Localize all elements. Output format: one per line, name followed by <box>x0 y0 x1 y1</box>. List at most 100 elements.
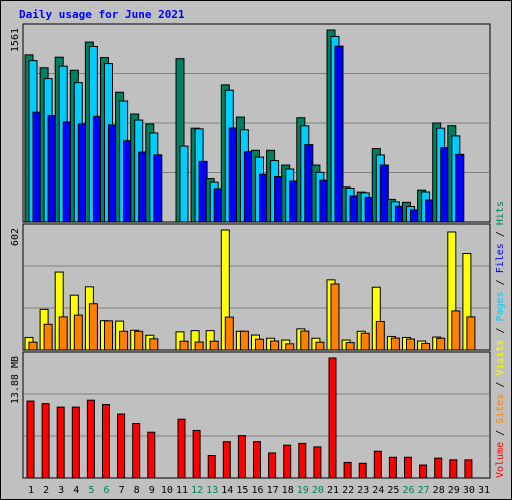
bar-sites-day-7 <box>119 330 129 351</box>
bar-pages-day-29 <box>455 153 465 223</box>
bar-sites-day-8 <box>134 330 144 351</box>
day-label-2: 2 <box>43 485 49 496</box>
bar-volume-day-26 <box>404 456 412 479</box>
bar-volume-day-17 <box>268 452 277 479</box>
bar-volume-day-14 <box>222 441 231 479</box>
bar-volume-day-24 <box>373 450 382 479</box>
day-label-29: 29 <box>448 485 460 496</box>
day-label-27: 27 <box>418 485 430 496</box>
bar-sites-day-29 <box>451 310 461 351</box>
day-label-17: 17 <box>267 485 279 496</box>
legend-separator: / <box>495 225 506 243</box>
bar-sites-day-28 <box>436 337 446 351</box>
day-label-28: 28 <box>433 485 445 496</box>
legend-item-sites: Sites <box>495 394 506 424</box>
day-label-19: 19 <box>297 485 309 496</box>
bar-volume-day-2 <box>41 403 50 479</box>
legend-separator: / <box>495 424 506 442</box>
bar-volume-day-7 <box>117 413 126 479</box>
legend-item-hits: Hits <box>495 201 506 225</box>
bar-volume-day-27 <box>419 464 428 479</box>
day-label-22: 22 <box>342 485 354 496</box>
bar-sites-day-1 <box>28 341 38 351</box>
day-label-9: 9 <box>149 485 155 496</box>
bar-sites-day-21 <box>330 283 340 351</box>
day-label-21: 21 <box>327 485 339 496</box>
legend: Volume / Sites / Visits / Pages / Files … <box>495 201 506 478</box>
bar-sites-day-23 <box>360 332 370 351</box>
bar-volume-day-3 <box>56 406 65 479</box>
bar-volume-day-25 <box>388 456 397 479</box>
legend-item-pages: Pages <box>495 291 506 321</box>
bar-volume-day-6 <box>102 404 110 479</box>
day-label-6: 6 <box>103 485 109 496</box>
bar-volume-day-23 <box>358 462 367 479</box>
day-label-5: 5 <box>88 485 94 496</box>
bar-sites-day-25 <box>390 337 400 351</box>
day-label-4: 4 <box>73 485 79 496</box>
bar-volume-day-1 <box>26 400 35 479</box>
bar-pages-day-9 <box>153 154 163 223</box>
bar-sites-day-30 <box>466 316 476 351</box>
bar-volume-day-29 <box>449 459 458 479</box>
bar-pages-day-24 <box>379 164 389 223</box>
legend-separator: / <box>495 321 506 339</box>
bar-volume-day-11 <box>177 418 186 479</box>
day-label-13: 13 <box>206 485 218 496</box>
bar-volume-day-28 <box>434 457 443 479</box>
legend-separator: / <box>495 273 506 291</box>
bar-volume-day-5 <box>86 399 95 479</box>
day-label-25: 25 <box>387 485 399 496</box>
bar-volume-day-22 <box>343 461 352 479</box>
day-label-18: 18 <box>282 485 294 496</box>
bar-sites-day-6 <box>104 320 113 351</box>
bar-sites-day-15 <box>239 330 249 351</box>
day-label-30: 30 <box>463 485 475 496</box>
max-label-hits-files-pages: 1561 <box>10 28 21 52</box>
bar-sites-day-12 <box>194 341 204 351</box>
legend-item-volume: Volume <box>495 442 506 478</box>
bar-sites-day-14 <box>224 316 234 351</box>
bar-sites-day-22 <box>345 342 355 351</box>
day-label-7: 7 <box>119 485 125 496</box>
legend-item-files: Files <box>495 243 506 273</box>
bar-sites-day-3 <box>58 316 68 351</box>
bar-volume-day-16 <box>253 441 261 479</box>
day-label-26: 26 <box>402 485 414 496</box>
bar-sites-day-4 <box>73 314 83 351</box>
bar-sites-day-11 <box>179 340 189 351</box>
bar-sites-day-9 <box>149 338 159 351</box>
bar-volume-day-4 <box>71 406 80 479</box>
bar-volume-day-19 <box>298 442 307 479</box>
day-label-24: 24 <box>372 485 384 496</box>
bar-volume-day-18 <box>283 444 292 479</box>
bar-pages-day-21 <box>334 45 344 223</box>
day-label-12: 12 <box>191 485 203 496</box>
bar-sites-day-24 <box>375 320 385 351</box>
day-label-15: 15 <box>236 485 248 496</box>
bar-sites-day-27 <box>421 342 431 351</box>
bar-sites-day-20 <box>315 341 325 351</box>
legend-separator: / <box>495 376 506 394</box>
day-label-8: 8 <box>134 485 140 496</box>
day-label-1: 1 <box>28 485 34 496</box>
bar-volume-day-13 <box>207 455 216 479</box>
day-label-3: 3 <box>58 485 64 496</box>
bar-sites-day-16 <box>255 338 264 351</box>
max-label-visits-sites: 602 <box>10 228 21 246</box>
bar-sites-day-13 <box>209 340 219 351</box>
bar-volume-day-20 <box>313 446 322 479</box>
day-label-31: 31 <box>478 485 490 496</box>
day-label-23: 23 <box>357 485 369 496</box>
chart-title: Daily usage for June 2021 <box>19 8 185 21</box>
day-label-14: 14 <box>221 485 233 496</box>
bar-volume-day-9 <box>147 431 156 479</box>
bar-sites-day-5 <box>88 303 98 351</box>
bar-volume-day-21 <box>328 357 337 479</box>
day-label-20: 20 <box>312 485 324 496</box>
day-label-10: 10 <box>161 485 173 496</box>
bar-sites-day-17 <box>270 340 280 351</box>
bar-volume-day-15 <box>237 435 246 479</box>
bar-volume-day-12 <box>192 429 201 479</box>
